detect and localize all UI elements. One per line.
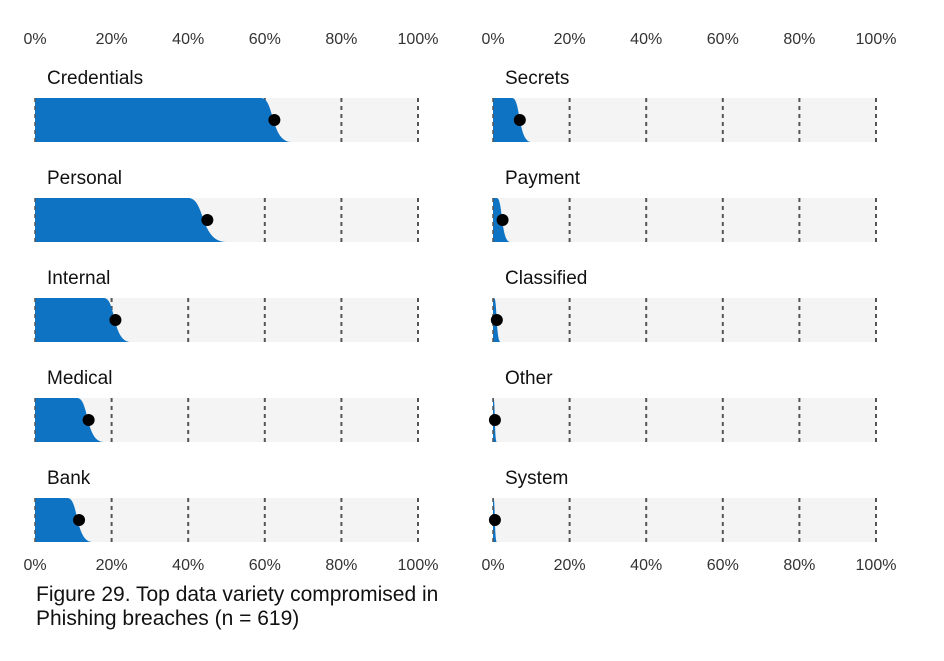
category-label-other: Other	[505, 368, 553, 389]
top-tick-label-left-3: 60%	[249, 31, 281, 48]
category-label-medical: Medical	[47, 368, 112, 389]
bar-bank	[35, 498, 93, 542]
figure-caption: Figure 29. Top data variety compromised …	[36, 583, 439, 630]
bar-secrets	[493, 98, 532, 142]
category-label-internal: Internal	[47, 268, 110, 289]
point-medical	[82, 414, 95, 426]
point-internal	[109, 314, 122, 326]
bar-personal	[35, 198, 227, 242]
bottom-tick-label-right-0: 0%	[481, 557, 504, 574]
bar-internal	[35, 298, 131, 342]
top-tick-label-right-3: 60%	[707, 31, 739, 48]
top-tick-label-right-5: 100%	[856, 31, 897, 48]
bar-system	[493, 498, 497, 542]
top-tick-label-left-0: 0%	[23, 31, 46, 48]
bar-track-medical	[35, 398, 418, 442]
bar-track-classified	[493, 298, 876, 342]
category-label-bank: Bank	[47, 468, 91, 489]
bottom-tick-label-left-0: 0%	[23, 557, 46, 574]
bar-track-bank	[35, 498, 418, 542]
bar-credentials	[35, 98, 292, 142]
top-tick-label-right-2: 40%	[630, 31, 662, 48]
category-label-payment: Payment	[505, 168, 581, 189]
bottom-tick-label-left-5: 100%	[398, 557, 439, 574]
bottom-tick-label-left-3: 60%	[249, 557, 281, 574]
top-tick-label-left-4: 80%	[325, 31, 357, 48]
bottom-tick-label-left-2: 40%	[172, 557, 204, 574]
bottom-tick-label-right-1: 20%	[554, 557, 586, 574]
point-credentials	[268, 114, 281, 126]
bar-classified	[493, 298, 501, 342]
chart: 0% 0% 20% 20% 40% 40% 60% 60% 80% 80% 100% 100% Cred…	[23, 31, 897, 574]
bar-track-system	[493, 498, 876, 542]
top-tick-label-left-2: 40%	[172, 31, 204, 48]
category-label-secrets: Secrets	[505, 68, 569, 89]
point-personal	[201, 214, 214, 226]
top-tick-label-right-4: 80%	[783, 31, 815, 48]
bottom-tick-label-left-4: 80%	[325, 557, 357, 574]
top-tick-label-right-1: 20%	[554, 31, 586, 48]
point-bank	[73, 514, 86, 526]
category-label-credentials: Credentials	[47, 68, 143, 89]
bar-track-payment	[493, 198, 876, 242]
top-tick-label-left-5: 100%	[398, 31, 439, 48]
bar-other	[493, 398, 497, 442]
top-tick-label-left-1: 20%	[96, 31, 128, 48]
bar-track-secrets	[493, 98, 876, 142]
point-payment	[496, 214, 509, 226]
bar-track-other	[493, 398, 876, 442]
top-tick-label-right-0: 0%	[481, 31, 504, 48]
bottom-tick-label-right-5: 100%	[856, 557, 897, 574]
point-other	[488, 414, 501, 426]
bar-medical	[35, 398, 104, 442]
bottom-tick-label-left-1: 20%	[96, 557, 128, 574]
bottom-tick-label-right-2: 40%	[630, 557, 662, 574]
bottom-tick-label-right-3: 60%	[707, 557, 739, 574]
point-system	[488, 514, 501, 526]
category-label-classified: Classified	[505, 268, 587, 289]
point-secrets	[513, 114, 526, 126]
point-classified	[490, 314, 503, 326]
category-label-personal: Personal	[47, 168, 122, 189]
category-label-system: System	[505, 468, 568, 489]
bottom-tick-label-right-4: 80%	[783, 557, 815, 574]
